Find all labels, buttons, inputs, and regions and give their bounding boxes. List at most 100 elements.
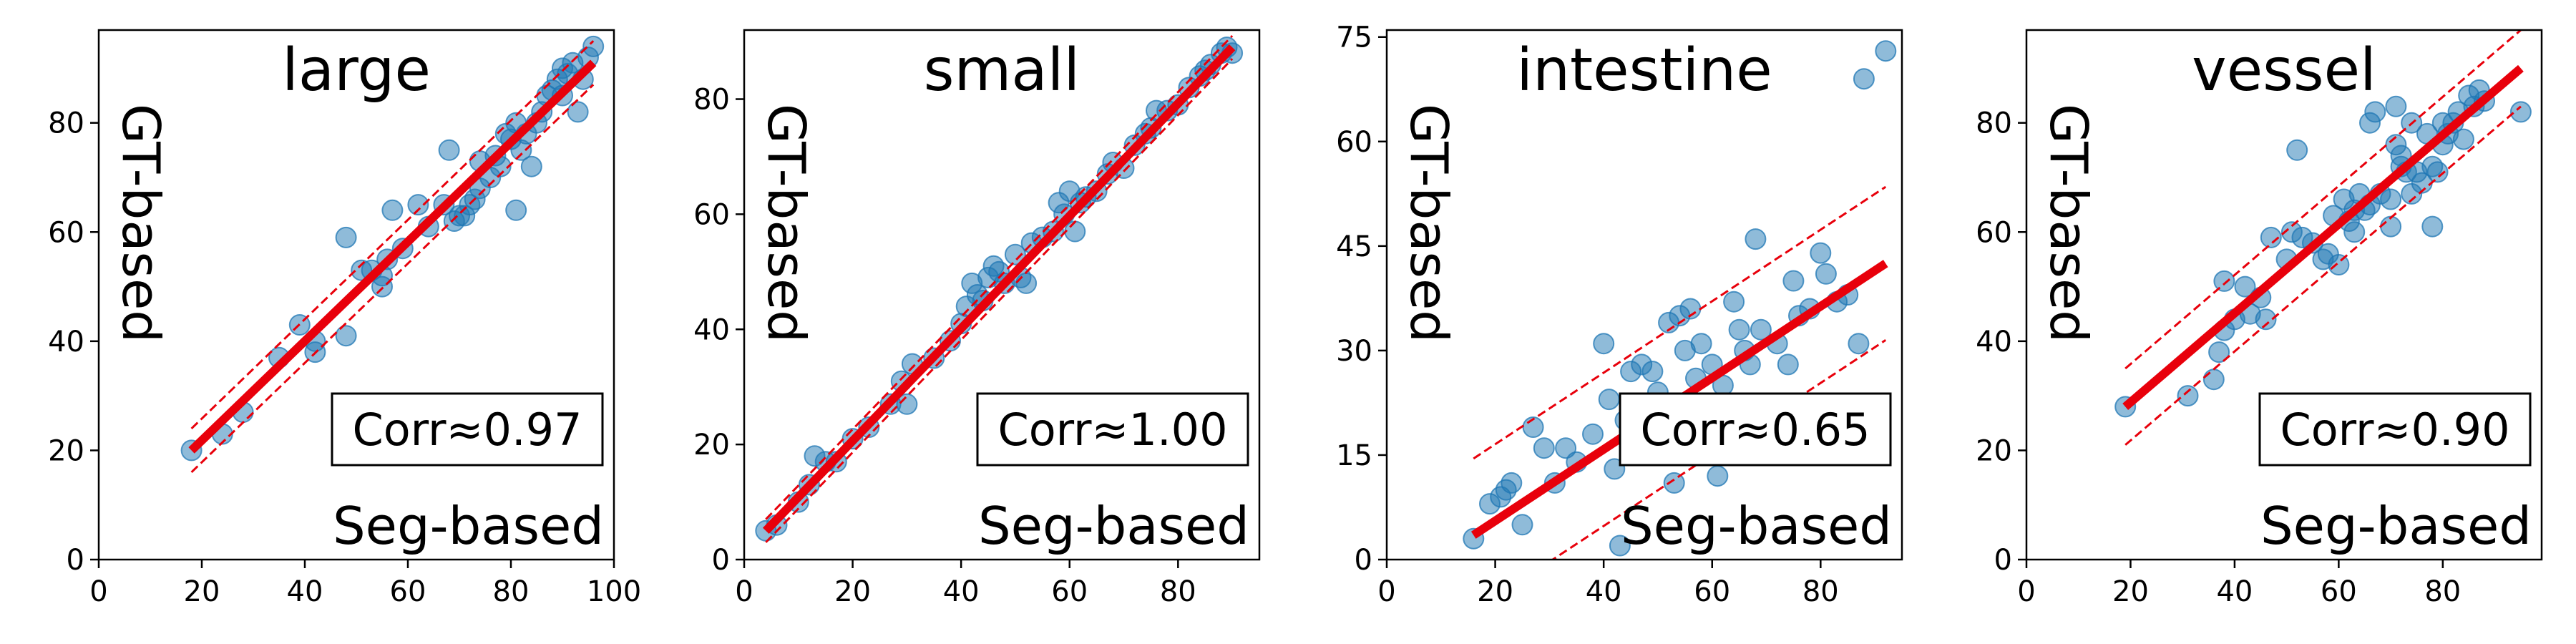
scatter-point xyxy=(407,194,429,216)
plot-area xyxy=(180,35,605,474)
panel-title: vessel xyxy=(2192,36,2376,104)
y-tick-label: 0 xyxy=(1355,544,1372,577)
y-tick-label: 60 xyxy=(1976,216,2012,249)
panel-vessel: 0 20 40 60 80 0 20 40 60 80 vessel GT-based Seg-base… xyxy=(1976,29,2543,608)
x-tick-label: 20 xyxy=(834,575,871,608)
panel-intestine: 0 20 40 60 80 0 15 30 45 60 75 intestine GT-based Seg… xyxy=(1336,21,1903,608)
scatter-point xyxy=(1875,40,1897,62)
scatter-point xyxy=(1064,220,1086,243)
x-tick-label: 80 xyxy=(1802,575,1839,608)
fit-line xyxy=(188,59,597,454)
y-tick-label: 20 xyxy=(693,429,730,462)
x-tick-label: 40 xyxy=(287,575,323,608)
y-tick-label: 45 xyxy=(1336,230,1372,263)
scatter-point xyxy=(1848,333,1870,355)
scatter-point xyxy=(438,139,460,161)
x-tick-label: 40 xyxy=(2216,575,2253,608)
x-tick-label: 60 xyxy=(390,575,426,608)
scatter-point xyxy=(1609,535,1631,557)
y-axis-label: GT-based xyxy=(2039,104,2099,343)
y-tick-label: 40 xyxy=(48,326,84,358)
x-tick-label: 20 xyxy=(2112,575,2149,608)
y-tick-label: 75 xyxy=(1336,21,1372,54)
scatter-point xyxy=(896,393,918,415)
plot-area xyxy=(755,35,1244,543)
scatter-point xyxy=(1728,318,1750,341)
upper-band-line xyxy=(765,35,1234,520)
scatter-point xyxy=(1777,353,1799,376)
scatter-point xyxy=(1707,465,1729,487)
scatter-point xyxy=(2421,215,2444,238)
panel-title: small xyxy=(924,36,1080,104)
scatter-point xyxy=(1015,272,1038,294)
scatter-point xyxy=(1750,318,1772,341)
panel-title: large xyxy=(282,36,431,104)
scatter-point xyxy=(1723,291,1745,313)
axes-frame xyxy=(97,29,615,561)
scatter-point xyxy=(1690,333,1712,355)
lower-band-line xyxy=(2124,105,2522,446)
x-tick-label: 100 xyxy=(587,575,641,608)
x-axis-label: Seg-based xyxy=(333,496,604,556)
y-tick-label: 0 xyxy=(1994,544,2012,577)
fit-line xyxy=(762,44,1236,534)
scatter-point xyxy=(2380,215,2402,238)
y-tick-label: 80 xyxy=(48,107,84,140)
y-tick-label: 20 xyxy=(48,434,84,467)
scatter-point xyxy=(2380,188,2402,210)
scatter-point xyxy=(2234,275,2256,298)
x-tick-label: 60 xyxy=(2321,575,2357,608)
axes-frame xyxy=(1385,29,1903,561)
panel-large: 0 20 40 60 80 100 0 20 40 60 80 large GT-based Seg-ba… xyxy=(48,29,641,608)
scatter-point xyxy=(1582,423,1604,445)
corr-box xyxy=(2258,392,2532,467)
panels: 0 20 40 60 80 100 0 20 40 60 80 large GT-based Seg-ba… xyxy=(48,21,2543,608)
y-tick-label: 60 xyxy=(48,216,84,249)
scatter-point xyxy=(335,226,357,248)
scatter-point xyxy=(1810,242,1832,264)
x-axis-label: Seg-based xyxy=(1621,496,1892,556)
axes-frame xyxy=(743,29,1261,561)
scatter-point xyxy=(1598,389,1620,411)
y-tick-label: 80 xyxy=(693,84,730,117)
scatter-point xyxy=(1501,472,1523,494)
y-tick-label: 15 xyxy=(1336,439,1372,472)
corr-annotation: Corr≈0.97 xyxy=(352,404,582,456)
x-tick-label: 80 xyxy=(493,575,530,608)
x-axis-label: Seg-based xyxy=(978,496,1249,556)
corr-annotation: Corr≈0.90 xyxy=(2280,404,2509,456)
scatter-point xyxy=(2213,270,2235,292)
corr-annotation: Corr≈1.00 xyxy=(997,404,1227,456)
corr-box xyxy=(331,392,604,467)
scatter-point xyxy=(2452,128,2474,150)
corr-box xyxy=(976,392,1249,467)
x-tick-label: 0 xyxy=(735,575,753,608)
lower-band-line xyxy=(765,58,1234,543)
scatter-point xyxy=(1533,437,1555,459)
x-tick-label: 40 xyxy=(943,575,980,608)
fit-line xyxy=(2122,64,2524,410)
lower-band-line xyxy=(190,84,595,474)
lower-band-line xyxy=(1551,339,1887,560)
y-tick-label: 20 xyxy=(1976,434,2012,467)
plot-area xyxy=(2114,30,2532,446)
scatter-point xyxy=(1663,472,1685,494)
scatter-point xyxy=(1004,243,1026,265)
scatter-point xyxy=(2177,385,2199,407)
y-tick-label: 40 xyxy=(1976,326,2012,358)
scatter-point xyxy=(2208,341,2230,364)
y-axis-label: GT-based xyxy=(756,104,816,343)
scatter-point xyxy=(567,101,589,123)
axes-frame xyxy=(2025,29,2543,561)
scatter-point xyxy=(2426,161,2449,183)
x-axis-label: Seg-based xyxy=(2260,496,2532,556)
x-tick-label: 20 xyxy=(1477,575,1513,608)
scatter-point xyxy=(2509,101,2532,123)
scatter-point xyxy=(1511,514,1533,536)
scatter-point xyxy=(335,325,357,347)
scatter-point xyxy=(1593,333,1615,355)
x-tick-label: 80 xyxy=(1160,575,1196,608)
y-tick-label: 0 xyxy=(67,544,84,577)
scatter-point xyxy=(1745,228,1767,250)
